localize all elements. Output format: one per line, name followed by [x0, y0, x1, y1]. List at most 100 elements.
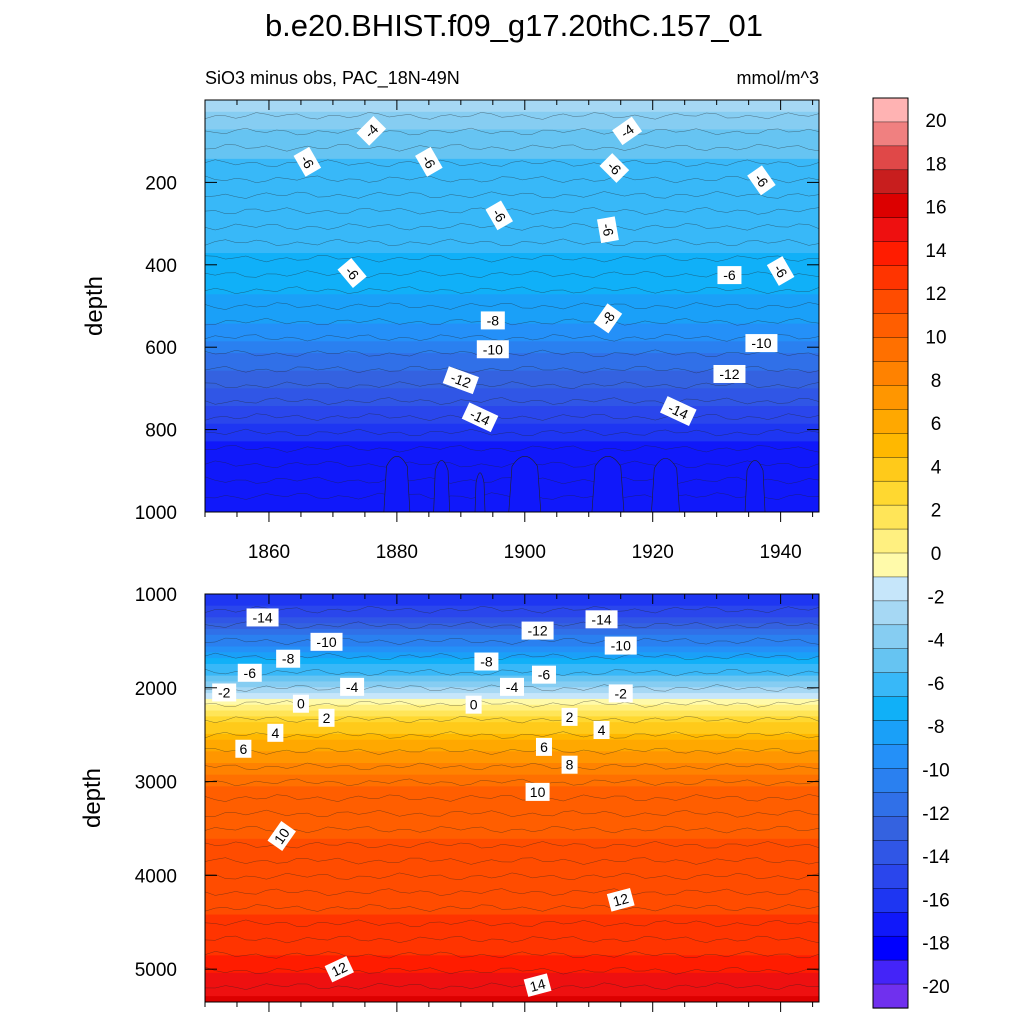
depth-band	[205, 640, 819, 648]
depth-band	[205, 867, 819, 875]
contour-line	[205, 872, 819, 881]
contour-label-bg	[596, 216, 619, 244]
colorbar-segment	[872, 720, 909, 746]
depth-band	[205, 306, 819, 313]
deep-minimum-patch	[383, 456, 411, 512]
contour-label: -10	[745, 334, 778, 353]
contour-label-text: 4	[271, 725, 279, 741]
contour-line	[205, 191, 819, 199]
depth-band	[205, 809, 819, 817]
contour-label: -6	[415, 146, 443, 177]
depth-band	[205, 264, 819, 272]
depth-band	[205, 176, 819, 183]
contour-label-bg	[461, 402, 499, 433]
contour-label: 10	[267, 820, 297, 851]
contour-line	[205, 605, 819, 614]
colorbar-segment	[872, 528, 909, 554]
colorbar-segment	[872, 744, 909, 770]
contour-label: -8	[593, 303, 623, 334]
depth-band	[205, 763, 819, 770]
depth-band	[205, 317, 819, 325]
contour-line	[205, 951, 819, 959]
depth-band	[205, 594, 819, 601]
depth-band	[205, 792, 819, 799]
depth-band	[205, 943, 819, 951]
contour-label-text: -14	[467, 406, 492, 429]
contour-line	[205, 809, 819, 818]
contour-label-bg	[747, 165, 776, 196]
plot-frame	[204, 593, 820, 1003]
depth-band	[205, 932, 819, 939]
contour-label: -6	[766, 256, 795, 286]
depth-band	[205, 417, 819, 425]
contour-line	[205, 919, 819, 927]
depth-band	[205, 329, 819, 337]
contour-field: -14 -14-10-12-10-8 -8-6-4 -4-6-2 -20 02 24 46 68…	[205, 594, 819, 1002]
contour-label: 2	[318, 708, 335, 727]
contour-line	[205, 317, 819, 326]
contour-label-bg	[608, 684, 633, 703]
depth-band	[205, 135, 819, 142]
depth-band	[205, 353, 819, 360]
depth-band	[205, 768, 819, 776]
contour-label: 0	[292, 694, 309, 713]
deep-minimum-patch	[591, 456, 625, 512]
contour-label: 6	[535, 737, 552, 756]
contour-label: -2	[212, 683, 237, 702]
y-tick-label: 5000	[135, 960, 177, 981]
contour-line	[205, 238, 819, 246]
contour-label-bg	[523, 973, 552, 997]
colorbar-segment	[872, 169, 909, 195]
depth-band	[205, 634, 819, 642]
chart-title: b.e20.BHIST.f09_g17.20thC.157_01	[265, 8, 763, 43]
contour-label-bg	[237, 663, 262, 682]
contour-line	[205, 778, 819, 787]
contour-label: -8	[474, 652, 499, 671]
colorbar-segment	[872, 313, 909, 339]
colorbar-segment	[872, 217, 909, 243]
contour-label-text: -2	[615, 685, 628, 701]
depth-band	[205, 984, 819, 991]
depth-band	[205, 258, 819, 266]
contour-label-text: 14	[528, 975, 547, 995]
depth-band	[205, 129, 819, 136]
depth-band	[205, 786, 819, 793]
colorbar-segment	[872, 552, 909, 578]
depth-band	[205, 821, 819, 828]
contour-label-text: 4	[598, 722, 606, 738]
colorbar-segment	[872, 624, 909, 650]
contour-label-bg	[561, 755, 578, 774]
contour-label: -12	[521, 621, 554, 640]
y-tick-label: 600	[145, 338, 177, 359]
contour-label-text: -10	[751, 335, 771, 351]
contour-line	[205, 255, 819, 263]
depth-band	[205, 949, 819, 956]
contour-label: 4	[267, 723, 284, 742]
contour-label: -10	[604, 636, 637, 655]
contour-label: -12	[442, 366, 479, 395]
depth-band	[205, 780, 819, 787]
depth-band	[205, 241, 819, 248]
colorbar-label: 18	[925, 154, 946, 175]
depth-band	[205, 803, 819, 811]
bottom-y-axis-label: depth	[79, 768, 106, 828]
colorbar-segment	[872, 840, 909, 865]
contour-line	[205, 621, 819, 629]
contour-label-bg	[717, 266, 742, 285]
contour-line	[205, 112, 819, 120]
contour-label-bg	[267, 820, 297, 851]
x-tick-label: 1880	[376, 542, 418, 563]
colorbar-label: -20	[922, 977, 949, 998]
contour-label-bg	[500, 677, 524, 696]
depth-band	[205, 955, 819, 962]
contour-label-text: 0	[470, 697, 478, 713]
colorbar-label: 0	[931, 544, 942, 565]
depth-band	[205, 253, 819, 260]
depth-band	[205, 856, 819, 863]
contour-label: 12	[606, 887, 635, 912]
colorbar-label: 10	[925, 328, 946, 349]
depth-band	[205, 123, 819, 131]
contour-line	[205, 460, 819, 469]
depth-band	[205, 323, 819, 331]
contour-line	[205, 888, 819, 896]
